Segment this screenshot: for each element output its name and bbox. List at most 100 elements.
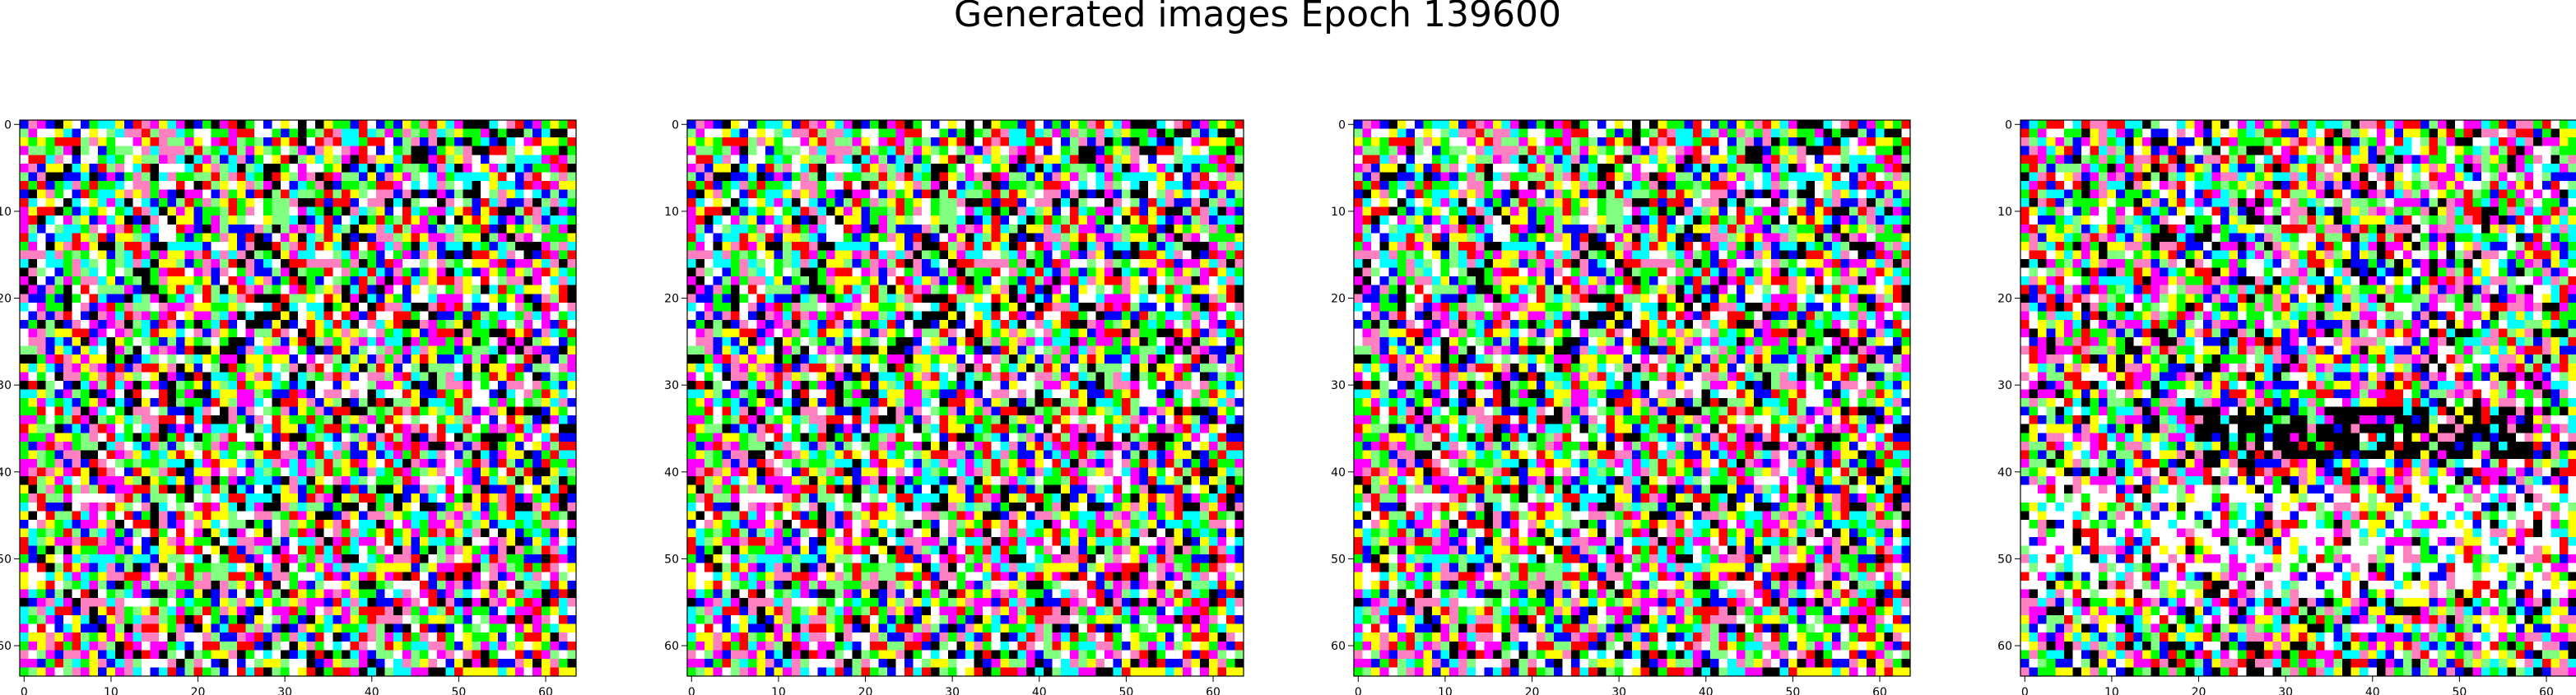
pixel — [185, 563, 194, 572]
pixel — [193, 642, 202, 651]
pixel — [687, 120, 696, 129]
pixel — [332, 389, 342, 398]
pixel — [29, 294, 38, 303]
pixel — [20, 303, 29, 312]
pixel — [332, 442, 342, 451]
pixel — [63, 207, 72, 216]
pixel — [324, 624, 333, 633]
pixel — [72, 276, 81, 285]
pixel — [1226, 164, 1235, 173]
pixel — [420, 311, 429, 320]
pixel — [263, 581, 272, 590]
pixel — [1044, 190, 1053, 199]
pixel — [472, 164, 481, 173]
pixel — [1095, 146, 1104, 155]
pixel — [376, 476, 385, 485]
pixel — [307, 137, 316, 146]
pixel — [63, 190, 72, 199]
pixel — [107, 476, 116, 485]
pixel — [150, 172, 159, 181]
pixel — [402, 120, 412, 129]
pixel — [281, 476, 290, 485]
pixel — [1078, 172, 1087, 181]
pixel — [37, 259, 46, 268]
pixel — [368, 129, 377, 138]
pixel — [281, 415, 290, 424]
pixel — [922, 137, 931, 146]
pixel — [20, 581, 29, 590]
pixel — [1009, 190, 1018, 199]
pixel — [714, 207, 723, 216]
pixel — [472, 572, 481, 581]
pixel — [263, 415, 272, 424]
pixel — [115, 485, 124, 494]
pixel — [1192, 129, 1201, 138]
pixel — [298, 528, 307, 537]
pixel — [368, 442, 377, 451]
x-tick-label: 60 — [538, 686, 553, 695]
pixel — [774, 172, 783, 181]
pixel — [835, 207, 844, 216]
pixel — [992, 225, 1001, 234]
pixel — [20, 372, 29, 381]
pixel — [1095, 155, 1104, 164]
pixel — [542, 320, 551, 329]
pixel — [342, 172, 351, 181]
pixel — [507, 589, 516, 598]
pixel — [437, 164, 446, 173]
pixel — [489, 415, 498, 424]
pixel — [914, 198, 923, 207]
pixel — [307, 642, 316, 651]
pixel — [202, 242, 212, 251]
pixel — [376, 572, 385, 581]
pixel — [72, 215, 81, 225]
pixel — [133, 511, 142, 520]
pixel — [81, 242, 90, 251]
pixel — [237, 181, 246, 190]
pixel — [411, 607, 420, 616]
pixel — [1131, 207, 1140, 216]
pixel — [115, 659, 124, 668]
pixel — [454, 320, 463, 329]
pixel — [481, 572, 490, 581]
pixel — [229, 303, 238, 312]
pixel — [507, 624, 516, 633]
pixel — [420, 225, 429, 234]
pixel — [550, 215, 559, 225]
pixel — [90, 485, 99, 494]
pixel — [46, 659, 55, 668]
pixel — [420, 120, 429, 129]
pixel — [896, 129, 905, 138]
pixel — [37, 511, 46, 520]
pixel — [489, 137, 498, 146]
pixel — [229, 442, 238, 451]
pixel — [532, 442, 542, 451]
pixel — [54, 407, 63, 416]
pixel — [567, 346, 576, 355]
pixel — [142, 554, 151, 563]
pixel — [498, 424, 507, 433]
pixel — [437, 372, 446, 381]
pixel — [974, 181, 983, 190]
pixel — [332, 459, 342, 468]
pixel — [532, 155, 542, 164]
pixel — [307, 537, 316, 546]
pixel — [385, 415, 394, 424]
pixel — [489, 450, 498, 459]
pixel — [72, 598, 81, 607]
pixel — [446, 311, 455, 320]
pixel — [1053, 164, 1062, 173]
pixel — [1000, 181, 1009, 190]
pixel — [904, 129, 914, 138]
pixel — [350, 485, 359, 494]
pixel — [420, 459, 429, 468]
pixel — [507, 476, 516, 485]
pixel — [914, 137, 923, 146]
pixel — [115, 259, 124, 268]
pixel — [463, 607, 472, 616]
pixel — [1192, 137, 1201, 146]
pixel — [324, 190, 333, 199]
pixel — [559, 172, 568, 181]
pixel — [454, 528, 463, 537]
pixel — [402, 329, 412, 338]
